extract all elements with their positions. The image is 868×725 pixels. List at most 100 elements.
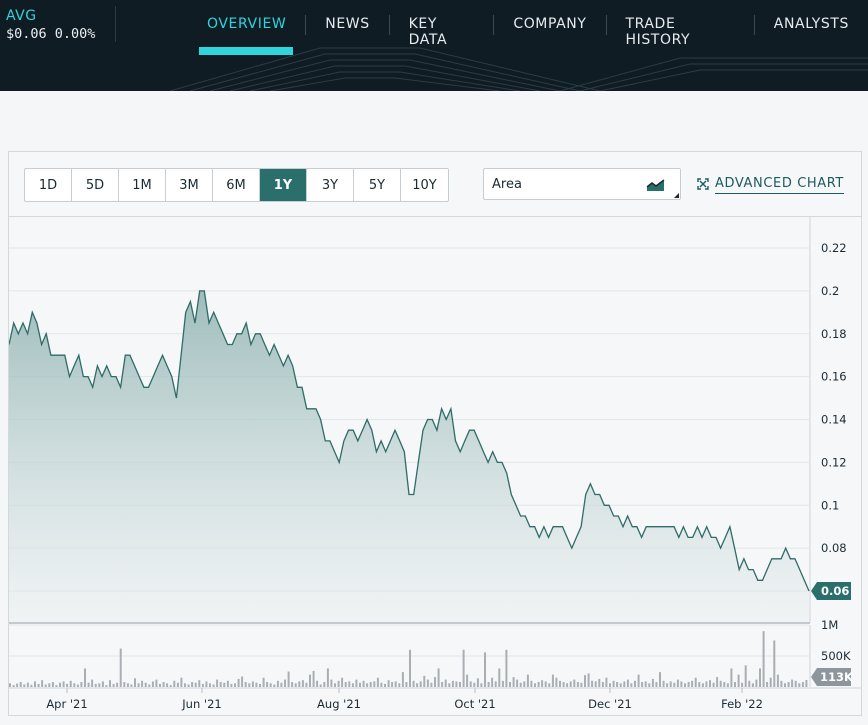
range-1d-button[interactable]: 1D	[25, 169, 72, 201]
volume-bar	[551, 674, 554, 687]
volume-bar	[373, 681, 376, 687]
volume-bar	[580, 682, 583, 687]
tab-analysts[interactable]: ANALYSTS	[773, 16, 850, 32]
volume-bar	[105, 685, 108, 687]
volume-bar	[94, 683, 97, 687]
volume-bar	[451, 680, 454, 687]
tab-overview[interactable]: OVERVIEW	[188, 0, 305, 55]
volume-bar	[305, 682, 308, 687]
volume-bar	[476, 678, 479, 687]
volume-bar	[673, 682, 676, 687]
price-tick-label: 0.12	[821, 455, 847, 469]
volume-bar	[376, 677, 379, 687]
volume-bar	[266, 682, 269, 687]
volume-bar	[701, 683, 704, 687]
range-5y-button[interactable]: 5Y	[354, 169, 401, 201]
volume-bar	[62, 681, 65, 687]
volume-bar	[466, 674, 469, 687]
volume-bar	[284, 679, 286, 687]
x-tick-label: Jun '21	[181, 697, 221, 711]
advanced-chart-link[interactable]: ADVANCED CHART	[697, 175, 844, 194]
volume-bar	[355, 679, 358, 687]
volume-bar	[598, 678, 601, 687]
volume-bar	[730, 668, 733, 687]
range-5d-button[interactable]: 5D	[72, 169, 119, 201]
volume-bar	[434, 677, 436, 687]
volume-bar	[416, 683, 419, 687]
volume-bar	[655, 682, 658, 687]
chart-type-select[interactable]: Area	[483, 168, 681, 200]
price-tick-label: 0.08	[821, 541, 847, 555]
volume-bar	[76, 684, 79, 687]
volume-bar	[584, 675, 586, 687]
price-tick-label: 0.22	[821, 241, 847, 255]
price-tick-label: 0.14	[821, 413, 847, 427]
volume-bar	[223, 682, 226, 687]
volume-bar	[619, 683, 622, 687]
volume-bar	[544, 681, 547, 687]
range-3m-button[interactable]: 3M	[166, 169, 213, 201]
volume-tick-label: 500K	[821, 649, 851, 663]
volume-bar	[573, 679, 576, 687]
area-chart-icon	[646, 177, 666, 196]
volume-bar	[312, 670, 315, 687]
volume-bar	[769, 677, 772, 687]
range-10y-button[interactable]: 10Y	[412, 177, 437, 193]
nav-separator	[605, 15, 607, 35]
range-6m-button[interactable]: 6M	[213, 169, 260, 201]
volume-bar	[726, 683, 729, 687]
volume-bar	[776, 674, 779, 687]
volume-bar	[137, 683, 140, 687]
volume-bar	[237, 678, 240, 687]
price-tick-label: 0.16	[821, 370, 847, 384]
volume-bar	[173, 680, 176, 687]
volume-bar	[162, 682, 165, 687]
price-chart[interactable]: 0.22 0.2 0.18 0.16 0.14 0.12 0.1 0.08 1M 500K Apr…	[8, 216, 861, 715]
tab-key-data[interactable]: KEY DATA	[408, 16, 448, 48]
volume-bar	[248, 683, 251, 687]
top-header: AVG $0.06 0.00% OVERVIEW NEWS KEY DATA C…	[0, 0, 868, 91]
volume-bar	[609, 683, 611, 687]
volume-bar	[144, 682, 147, 687]
volume-bar	[512, 677, 515, 687]
volume-bar	[44, 684, 47, 687]
volume-bar	[630, 683, 633, 687]
volume-bar	[212, 684, 215, 687]
tab-news[interactable]: NEWS	[325, 16, 370, 32]
volume-bar	[101, 681, 104, 687]
volume-bar	[541, 680, 544, 687]
volume-bar	[380, 682, 383, 687]
tab-company[interactable]: COMPANY	[513, 16, 587, 32]
volume-bar	[698, 682, 701, 687]
tab-trade-history[interactable]: TRADE HISTORY	[625, 16, 691, 48]
volume-bar	[362, 680, 365, 687]
advanced-chart-label: ADVANCED CHART	[715, 176, 844, 194]
volume-bar	[805, 680, 808, 687]
x-tick-label: Dec '21	[588, 697, 632, 711]
price-tick-label: 0.1	[821, 498, 839, 512]
header-divider	[115, 6, 116, 42]
volume-bar	[291, 682, 294, 687]
volume-bar	[241, 676, 244, 687]
volume-bar	[787, 682, 790, 687]
volume-bar	[612, 680, 615, 687]
volume-bar	[762, 631, 765, 687]
volume-bar	[151, 681, 154, 687]
range-1y-button[interactable]: 1Y	[260, 169, 307, 201]
volume-bar	[519, 682, 522, 687]
volume-bar	[319, 684, 322, 687]
x-tick-label: Aug '21	[317, 697, 361, 711]
volume-bar	[148, 684, 151, 687]
volume-bar	[737, 674, 740, 687]
range-3y-button[interactable]: 3Y	[307, 169, 354, 201]
volume-bar	[530, 680, 533, 687]
x-tick-label: Feb '22	[721, 697, 763, 711]
volume-bar	[316, 680, 319, 687]
volume-bar	[651, 678, 654, 687]
volume-bar	[205, 681, 208, 687]
volume-bar	[187, 684, 190, 687]
volume-bar	[462, 649, 465, 687]
range-1m-button[interactable]: 1M	[119, 169, 166, 201]
volume-bar	[659, 672, 661, 687]
volume-bar	[569, 681, 572, 687]
